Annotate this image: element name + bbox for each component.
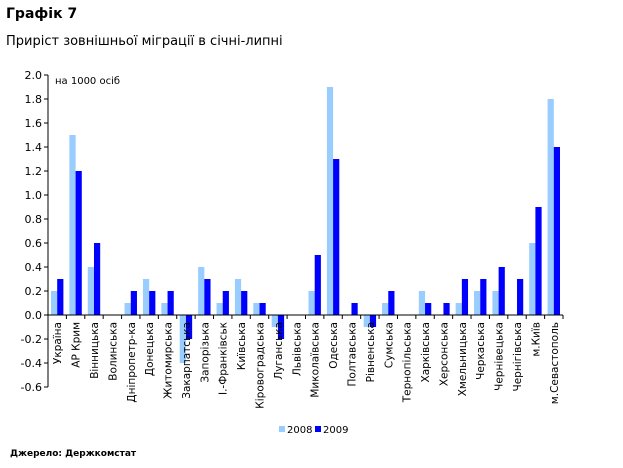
bar-2009	[443, 303, 450, 315]
bar-2008	[547, 99, 554, 315]
bar-2009	[93, 243, 101, 315]
bar-2009	[222, 291, 229, 315]
bar-2008	[271, 315, 278, 327]
category-label: Чернігівська	[512, 322, 524, 391]
bar-2008	[326, 87, 334, 315]
legend-label: 2009	[323, 425, 348, 436]
category-label: Закарпатська	[181, 322, 193, 399]
category-label: Житомирська	[163, 322, 175, 399]
bar-2008	[492, 291, 499, 315]
category-label: м.Севастополь	[549, 322, 561, 404]
legend-label: 2008	[287, 425, 312, 436]
y-tick-label: 2.0	[25, 69, 43, 82]
legend: 2008 2009	[279, 425, 348, 436]
category-label: Дніпропетр-ка	[126, 322, 138, 403]
y-tick-label: -0.4	[21, 357, 42, 370]
category-label: Тернопільська	[402, 322, 414, 403]
bar-2009	[535, 207, 542, 315]
category-label: Україна	[52, 322, 64, 364]
bar-2008	[50, 291, 58, 315]
bar-2009	[204, 279, 211, 315]
category-label: Херсонська	[438, 322, 450, 386]
bar-2008	[198, 267, 205, 315]
source-note: Джерело: Держкомстат	[10, 449, 137, 459]
bar-2008	[179, 315, 186, 363]
legend-swatch-2009	[315, 426, 321, 432]
bar-2009	[167, 291, 174, 315]
category-label: Миколаївська	[310, 322, 322, 398]
category-label: Чернівецька	[494, 322, 506, 391]
bar-2008	[418, 291, 426, 315]
y-tick-label: 0.8	[25, 213, 43, 226]
bar-2009	[388, 291, 395, 315]
category-label: Вінницька	[89, 322, 101, 379]
y-tick-label: 1.8	[25, 93, 43, 106]
chart-title: Графік 7	[6, 6, 78, 22]
unit-label: на 1000 осіб	[55, 75, 120, 87]
bar-2009	[333, 159, 340, 315]
bar-2009	[351, 303, 358, 315]
legend-swatch-2008	[279, 426, 285, 432]
bar-2008	[474, 291, 481, 315]
y-tick-label: 0.6	[25, 237, 43, 250]
category-label: Донецька	[144, 322, 156, 376]
category-label: Волинська	[107, 322, 119, 381]
category-label: Харківська	[420, 322, 432, 382]
bar-2008	[124, 303, 131, 315]
category-label: Рівненська	[365, 322, 377, 382]
category-label: Хмельницька	[457, 322, 469, 396]
bar-2008	[87, 267, 94, 315]
category-label: Луганська	[273, 322, 285, 380]
bar-2009	[57, 279, 64, 315]
bar-2009	[517, 279, 524, 315]
bar-2009	[498, 267, 505, 315]
bar-2008	[142, 279, 150, 315]
category-label: Львівська	[291, 322, 303, 376]
y-tick-label: 1.0	[25, 189, 43, 202]
y-tick-label: 1.2	[25, 165, 43, 178]
bar-2008	[382, 303, 389, 315]
chart-subtitle: Приріст зовнішньої міграції в січні-липн…	[6, 34, 283, 49]
category-label: Сумська	[383, 322, 395, 368]
y-tick-label: 0.4	[25, 261, 43, 274]
category-label: Черкаська	[475, 322, 487, 380]
bar-2008	[529, 243, 536, 315]
category-label: Полтавська	[346, 322, 358, 387]
y-tick-label: 1.4	[25, 141, 43, 154]
y-tick-label: -0.2	[21, 333, 42, 346]
bar-2008	[161, 303, 168, 315]
bar-2009	[277, 315, 285, 339]
bar-2008	[234, 279, 242, 315]
bar-2009	[185, 315, 193, 339]
category-label: м.Київ	[530, 322, 542, 357]
y-tick-label: -0.6	[21, 381, 42, 394]
category-label: Одеська	[328, 322, 340, 369]
category-label: Київська	[236, 322, 248, 370]
bar-2009	[461, 279, 469, 315]
category-label: І.-Франківськ	[218, 322, 230, 395]
bar-2009	[149, 291, 156, 315]
y-tick-label: 0.2	[25, 285, 43, 298]
bar-2008	[363, 315, 370, 327]
bar-2009	[259, 303, 266, 315]
bar-2009	[553, 147, 561, 315]
category-label: Запорізька	[199, 322, 211, 383]
bar-2008	[216, 303, 223, 315]
y-tick-label: 0.0	[25, 309, 43, 322]
bar-2009	[314, 255, 321, 315]
category-label: Кіровоградська	[255, 322, 267, 409]
bar-2008	[69, 135, 76, 315]
bar-2009	[480, 279, 487, 315]
bar-2009	[75, 171, 82, 315]
bar-2009	[241, 291, 248, 315]
bar-2009	[130, 291, 137, 315]
bar-2009	[425, 303, 432, 315]
bar-2008	[455, 303, 462, 315]
bar-2008	[308, 291, 315, 315]
bar-2009	[369, 315, 377, 327]
bar-2008	[253, 303, 260, 315]
category-label: АР Крим	[71, 322, 83, 368]
y-tick-label: 1.6	[25, 117, 43, 130]
